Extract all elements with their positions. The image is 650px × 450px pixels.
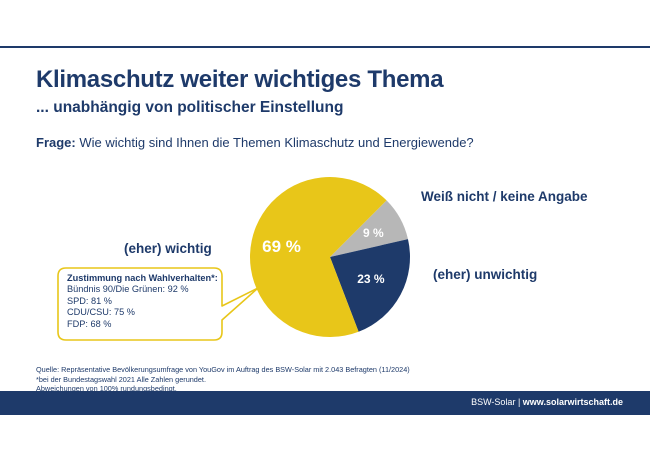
callout-heading: Zustimmung nach Wahlverhalten*: [67,273,218,283]
chart-subtitle: ... unabhängig von politischer Einstellu… [36,99,344,116]
callout-line: CDU/CSU: 75 % [67,307,135,318]
slice-eher-unwichtig [330,239,410,332]
footnote-asterisk: *bei der Bundestagswahl 2021 Alle Zahlen… [36,374,206,384]
callout-line: SPD: 81 % [67,295,112,306]
chart-title: Klimaschutz weiter wichtiges Thema [36,66,444,93]
label-eher-unwichtig: (eher) unwichtig [433,267,538,282]
footnote-source: Quelle: Repräsentative Bevölkerungsumfra… [36,365,410,374]
question-text: Wie wichtig sind Ihnen die Themen Klimas… [75,135,474,150]
callout-box: Zustimmung nach Wahlverhalten*: Bündnis … [58,268,222,340]
footer-text: BSW-Solar | www.solarwirtschaft.de [471,397,623,407]
footnote-rounding: Abweichungen von 100% rundungsbedingt. [36,384,177,394]
footer-separator: | [515,397,523,407]
footnotes: Quelle: Repräsentative Bevölkerungsumfra… [36,365,410,394]
label-weiss-nicht: Weiß nicht / keine Angabe [421,189,588,204]
slice-value-eher-wichtig: 69 % [262,237,301,256]
footer-brand: BSW-Solar [471,397,516,407]
callout-line: Bündnis 90/Die Grünen: 92 % [67,284,189,295]
callout-bubble [57,267,259,341]
footer-bar: BSW-Solar | www.solarwirtschaft.de [0,391,650,415]
slice-value-weiss-nicht: 9 % [363,226,384,240]
question-line: Frage: Wie wichtig sind Ihnen die Themen… [36,135,474,150]
question-label: Frage: [36,135,76,150]
header-rule [0,46,650,48]
label-eher-wichtig: (eher) wichtig [124,241,212,256]
slice-eher-wichtig [249,177,387,337]
slice-value-eher-unwichtig: 23 % [357,272,385,286]
callout-line: FDP: 68 % [67,318,112,329]
footer-website[interactable]: www.solarwirtschaft.de [522,397,623,407]
slice-weiss-nicht [330,200,408,257]
